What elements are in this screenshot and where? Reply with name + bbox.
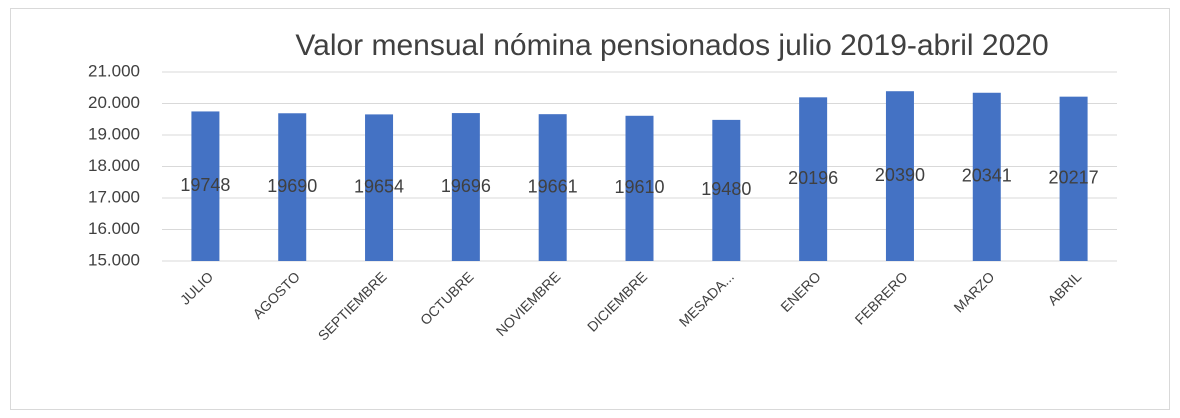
data-label: 19690 xyxy=(267,176,317,196)
bar xyxy=(1059,96,1088,262)
bar xyxy=(799,97,828,262)
bar xyxy=(625,115,654,261)
bar xyxy=(451,113,480,262)
bar xyxy=(278,113,307,261)
chart-title: Valor mensual nómina pensionados julio 2… xyxy=(295,29,1048,62)
bar xyxy=(538,114,567,261)
y-tick-label: 21.000 xyxy=(88,61,140,80)
bar xyxy=(191,111,220,261)
data-label: 20341 xyxy=(962,166,1012,186)
y-tick-label: 16.000 xyxy=(88,219,140,238)
data-label: 19748 xyxy=(180,175,230,195)
y-tick-label: 20.000 xyxy=(88,93,140,112)
data-label: 19661 xyxy=(528,176,578,196)
data-label: 19696 xyxy=(441,176,491,196)
bar xyxy=(972,92,1001,261)
data-label: 19654 xyxy=(354,176,404,196)
bar xyxy=(365,114,394,261)
y-tick-label: 17.000 xyxy=(88,187,140,206)
y-tick-label: 19.000 xyxy=(88,124,140,143)
data-label: 20390 xyxy=(875,165,925,185)
data-label: 19480 xyxy=(701,179,751,199)
data-label: 19610 xyxy=(614,177,664,197)
data-label: 20196 xyxy=(788,168,838,188)
y-tick-label: 15.000 xyxy=(88,250,140,269)
bar xyxy=(885,91,914,261)
data-label: 20217 xyxy=(1049,168,1099,188)
bar xyxy=(712,119,741,261)
y-tick-label: 18.000 xyxy=(88,156,140,175)
